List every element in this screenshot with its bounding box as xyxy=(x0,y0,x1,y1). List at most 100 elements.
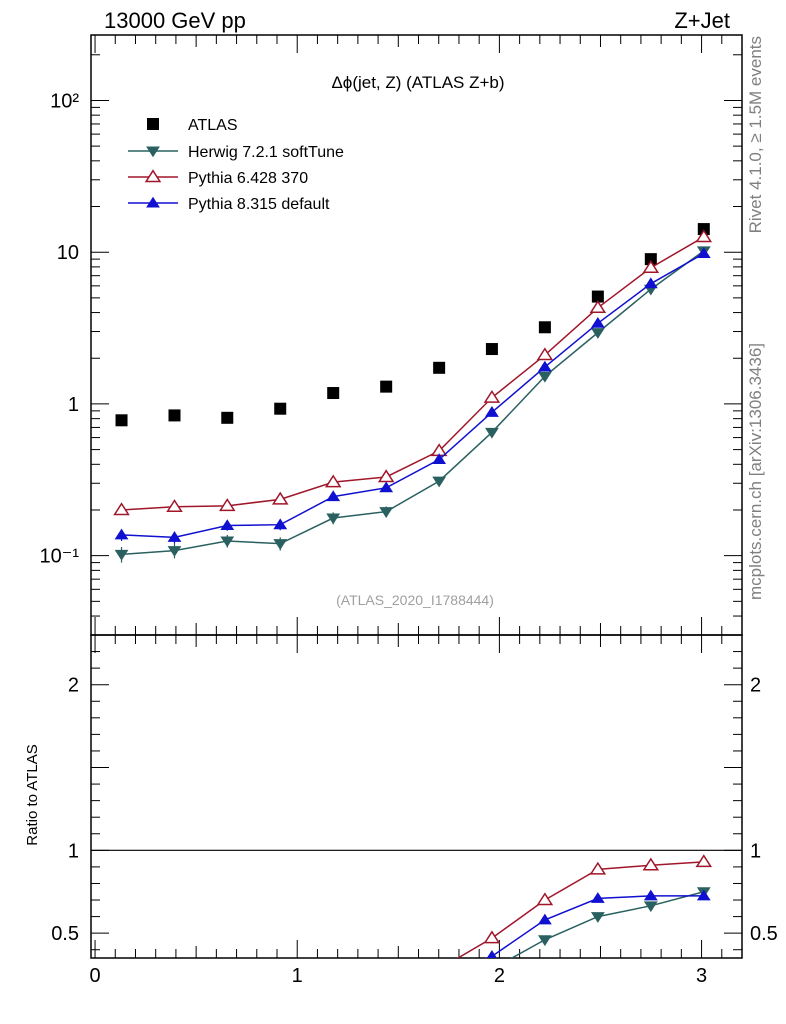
data-point xyxy=(591,290,604,303)
ratio-point xyxy=(590,892,605,903)
ratio-point xyxy=(643,889,658,901)
legend-symbols xyxy=(128,118,178,208)
data-point xyxy=(271,491,289,505)
ratio-point xyxy=(379,968,393,979)
analysis-watermark: (ATLAS_2020_I1788444) xyxy=(336,592,494,608)
legend-marker xyxy=(147,118,159,130)
data-point xyxy=(537,371,552,383)
series-line xyxy=(121,250,705,556)
data-point xyxy=(327,387,340,400)
x-tick-labels: 0 1 2 3 xyxy=(89,965,707,987)
data-point xyxy=(273,518,288,530)
ratio-point xyxy=(432,963,446,974)
ratio-point xyxy=(642,857,660,871)
data-point xyxy=(273,539,288,550)
data-point xyxy=(590,316,605,328)
ratio-point xyxy=(643,901,658,913)
ratio-y-tick-label-right: 1 xyxy=(750,840,761,862)
data-point xyxy=(537,360,552,372)
data-point xyxy=(485,427,499,439)
main-y-tick-label: 1 xyxy=(68,394,79,416)
legend-label-atlas: ATLAS xyxy=(188,117,238,134)
ratio-point xyxy=(432,982,446,993)
legend-marker xyxy=(146,146,160,158)
ratio-point xyxy=(220,977,234,988)
ratio-point xyxy=(168,990,182,1001)
ratio-point xyxy=(273,968,287,979)
ratio-y-tick-label: 1 xyxy=(68,840,79,862)
ratio-y-axis-label: Ratio to ATLAS xyxy=(24,744,41,845)
ratio-point xyxy=(696,889,711,901)
ratio-point xyxy=(220,966,234,977)
ratio-y-tick-label: 2 xyxy=(68,675,79,697)
ratio-point xyxy=(537,935,552,947)
ratio-y-tick-label-right: 2 xyxy=(750,675,761,697)
ratio-point xyxy=(589,861,607,875)
x-tick-label: 2 xyxy=(494,965,505,987)
ratio-line xyxy=(510,891,704,958)
ratio-point xyxy=(432,968,446,979)
main-plot-series xyxy=(113,223,713,563)
header-left: 13000 GeV pp xyxy=(104,8,246,33)
data-point xyxy=(696,247,711,259)
ratio-point xyxy=(326,987,340,998)
ratio-point xyxy=(115,967,129,978)
data-point xyxy=(324,474,342,488)
x-tick-label: 0 xyxy=(89,965,100,987)
ratio-point xyxy=(273,981,287,992)
ratio-point xyxy=(486,950,497,958)
data-point xyxy=(326,513,341,525)
data-point xyxy=(643,277,658,289)
data-point xyxy=(536,347,554,361)
data-point xyxy=(114,528,129,540)
ratio-point xyxy=(536,892,554,906)
legend-marker xyxy=(146,196,160,208)
data-point xyxy=(274,402,287,415)
ratio-y-tick-labels: 0.5 1 2 0.5 1 2 xyxy=(51,675,778,945)
legend: ATLAS Herwig 7.2.1 softTune Pythia 6.428… xyxy=(128,117,344,213)
ratio-plot-series xyxy=(91,849,742,1001)
series-line xyxy=(121,236,705,511)
series-line xyxy=(121,252,705,539)
data-point xyxy=(697,223,710,236)
x-tick-label: 3 xyxy=(696,965,707,987)
main-plot-title: Δϕ(jet, Z) (ATLAS Z+b) xyxy=(331,73,504,92)
data-point xyxy=(432,476,447,488)
data-point xyxy=(379,507,394,518)
ratio-y-tick-label: 0.5 xyxy=(51,923,79,945)
main-y-tick-labels: 10⁻¹ 1 10 10² xyxy=(40,90,80,567)
legend-label-pythia8: Pythia 8.315 default xyxy=(188,196,330,213)
data-point xyxy=(485,406,499,417)
data-point xyxy=(220,536,235,548)
axis-ticks xyxy=(91,35,743,958)
main-y-tick-label: 10 xyxy=(57,242,79,264)
data-point xyxy=(115,414,128,427)
main-y-tick-label: 10⁻¹ xyxy=(40,546,80,568)
ratio-point xyxy=(273,990,287,1001)
data-point xyxy=(113,502,130,516)
data-point xyxy=(380,380,393,393)
ratio-point xyxy=(695,854,713,868)
ratio-point xyxy=(590,912,605,923)
header-right: Z+Jet xyxy=(674,8,730,33)
ratio-point xyxy=(326,975,340,986)
data-point xyxy=(377,469,395,483)
ratio-point xyxy=(537,913,552,925)
data-point xyxy=(483,389,501,403)
data-point xyxy=(590,328,605,339)
data-point xyxy=(379,481,394,493)
data-point xyxy=(168,409,181,422)
data-point xyxy=(114,549,129,561)
data-point xyxy=(644,253,657,266)
main-y-tick-label: 10² xyxy=(50,90,79,112)
legend-label-herwig: Herwig 7.2.1 softTune xyxy=(188,144,344,161)
ratio-line xyxy=(484,895,704,958)
data-point xyxy=(167,531,182,542)
ratio-point xyxy=(483,930,501,944)
ratio-point xyxy=(115,981,129,992)
ratio-point xyxy=(168,984,182,995)
data-point xyxy=(695,229,713,243)
data-point xyxy=(642,260,660,273)
data-point xyxy=(220,519,235,531)
